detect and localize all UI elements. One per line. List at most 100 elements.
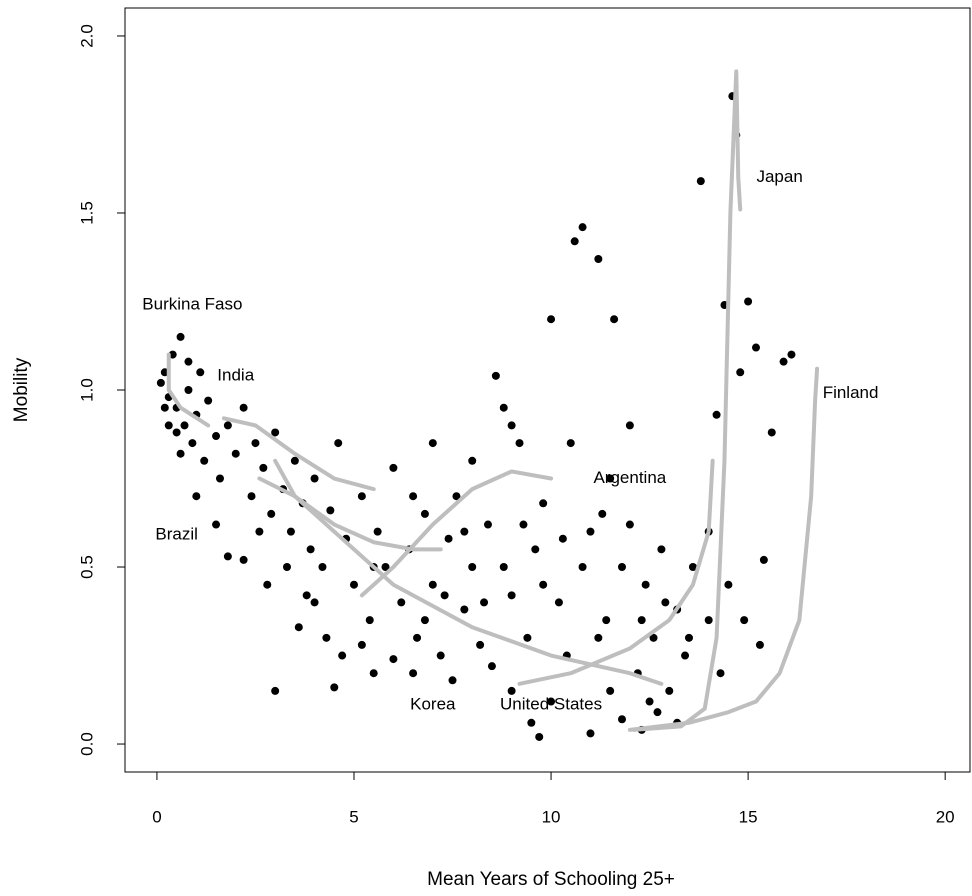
country-line [257, 476, 443, 552]
point [759, 555, 768, 564]
point [527, 718, 536, 727]
point [420, 616, 429, 625]
point [578, 223, 587, 232]
point [357, 492, 366, 501]
country-line [517, 458, 715, 686]
point [263, 580, 272, 589]
point [267, 509, 276, 518]
point [507, 686, 516, 695]
point [531, 545, 540, 554]
point [625, 421, 634, 430]
point [535, 732, 544, 741]
point [606, 474, 615, 483]
point [176, 332, 185, 341]
y-tick-label: 1.0 [77, 378, 96, 402]
point [160, 403, 169, 412]
point [594, 633, 603, 642]
point [716, 669, 725, 678]
point [286, 527, 295, 536]
point [704, 616, 713, 625]
point [736, 368, 745, 377]
point [665, 686, 674, 695]
point [594, 255, 603, 264]
point [499, 563, 508, 572]
point [483, 520, 492, 529]
point [349, 580, 358, 589]
point [539, 580, 548, 589]
point [330, 683, 339, 692]
point [610, 315, 619, 324]
point [448, 676, 457, 685]
point [696, 177, 705, 186]
point [460, 605, 469, 614]
y-tick-label: 1.5 [77, 201, 96, 225]
point [617, 563, 626, 572]
country-line [273, 458, 664, 686]
point [507, 591, 516, 600]
point [487, 662, 496, 671]
point [373, 527, 382, 536]
y-tick-label: 0.5 [77, 555, 96, 579]
point [779, 357, 788, 366]
point [637, 616, 646, 625]
point [519, 520, 528, 529]
point [180, 421, 189, 430]
x-tick-label: 5 [349, 807, 358, 826]
x-tick-label: 20 [936, 807, 955, 826]
point [365, 616, 374, 625]
point [649, 633, 658, 642]
point [724, 580, 733, 589]
point [480, 598, 489, 607]
point [523, 633, 532, 642]
y-tick-label: 0.0 [77, 732, 96, 756]
y-tick-label: 2.0 [77, 24, 96, 48]
country-label: Korea [410, 695, 456, 714]
point [570, 237, 579, 246]
point [223, 421, 232, 430]
point [302, 591, 311, 600]
point [661, 598, 670, 607]
point [598, 509, 607, 518]
country-label: United States [500, 695, 602, 714]
point [539, 499, 548, 508]
point [247, 492, 256, 501]
point [476, 640, 485, 649]
country-label: Finland [823, 383, 879, 402]
point [558, 534, 567, 543]
point [322, 633, 331, 642]
point [515, 439, 524, 448]
point [184, 357, 193, 366]
point [290, 456, 299, 465]
point [255, 527, 264, 536]
point [684, 633, 693, 642]
country-line [631, 69, 743, 732]
point [681, 651, 690, 660]
point [653, 708, 662, 717]
point [428, 580, 437, 589]
point [204, 396, 213, 405]
point [239, 403, 248, 412]
point [740, 616, 749, 625]
point [172, 428, 181, 437]
point [409, 492, 418, 501]
point [212, 520, 221, 529]
point [389, 463, 398, 472]
point [468, 456, 477, 465]
country-label: India [217, 365, 254, 384]
x-axis-label: Mean Years of Schooling 25+ [427, 869, 675, 890]
point [440, 591, 449, 600]
point [641, 580, 650, 589]
point [751, 343, 760, 352]
point [326, 506, 335, 515]
point [554, 598, 563, 607]
point [271, 428, 280, 437]
point [767, 428, 776, 437]
country-line [166, 352, 211, 428]
point [436, 651, 445, 660]
point [310, 474, 319, 483]
country-line [627, 366, 820, 732]
point [744, 297, 753, 306]
country-line [221, 416, 376, 492]
point [602, 616, 611, 625]
